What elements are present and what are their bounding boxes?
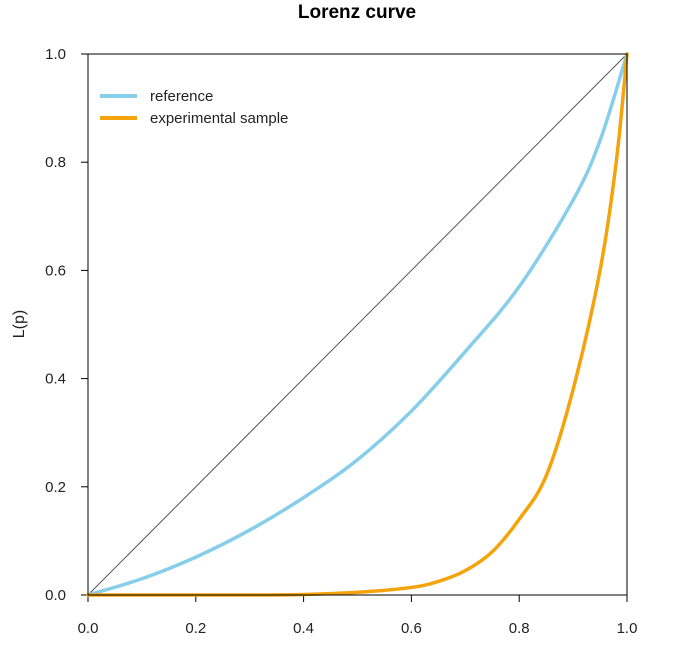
y-axis-label: L(p) bbox=[11, 310, 28, 338]
y-tick-label: 1.0 bbox=[45, 46, 66, 63]
y-axis-ticks: 0.0 0.2 0.4 0.6 0.8 1.0 bbox=[45, 46, 88, 604]
equality-line bbox=[87, 53, 628, 596]
x-tick-label: 0.6 bbox=[401, 620, 422, 637]
legend-label-experimental: experimental sample bbox=[150, 110, 288, 127]
x-tick-label: 0.2 bbox=[185, 620, 206, 637]
plot-frame bbox=[87, 53, 628, 596]
x-tick-label: 0.8 bbox=[509, 620, 530, 637]
y-tick-label: 0.2 bbox=[45, 479, 66, 496]
y-tick-label: 0.0 bbox=[45, 587, 66, 604]
chart-title: Lorenz curve bbox=[298, 2, 416, 23]
legend-label-reference: reference bbox=[150, 88, 213, 105]
x-tick-label: 0.0 bbox=[78, 620, 99, 637]
y-tick-label: 0.4 bbox=[45, 371, 66, 388]
y-tick-label: 0.6 bbox=[45, 262, 66, 279]
series-experimental-line bbox=[86, 52, 629, 597]
x-axis-ticks: 0.0 0.2 0.4 0.6 0.8 1.0 bbox=[78, 595, 638, 637]
x-tick-label: 1.0 bbox=[617, 620, 638, 637]
plot-lines bbox=[86, 52, 629, 597]
series-reference-line bbox=[86, 52, 629, 597]
y-tick-label: 0.8 bbox=[45, 154, 66, 171]
legend: reference experimental sample bbox=[100, 88, 288, 127]
x-tick-label: 0.4 bbox=[293, 620, 314, 637]
